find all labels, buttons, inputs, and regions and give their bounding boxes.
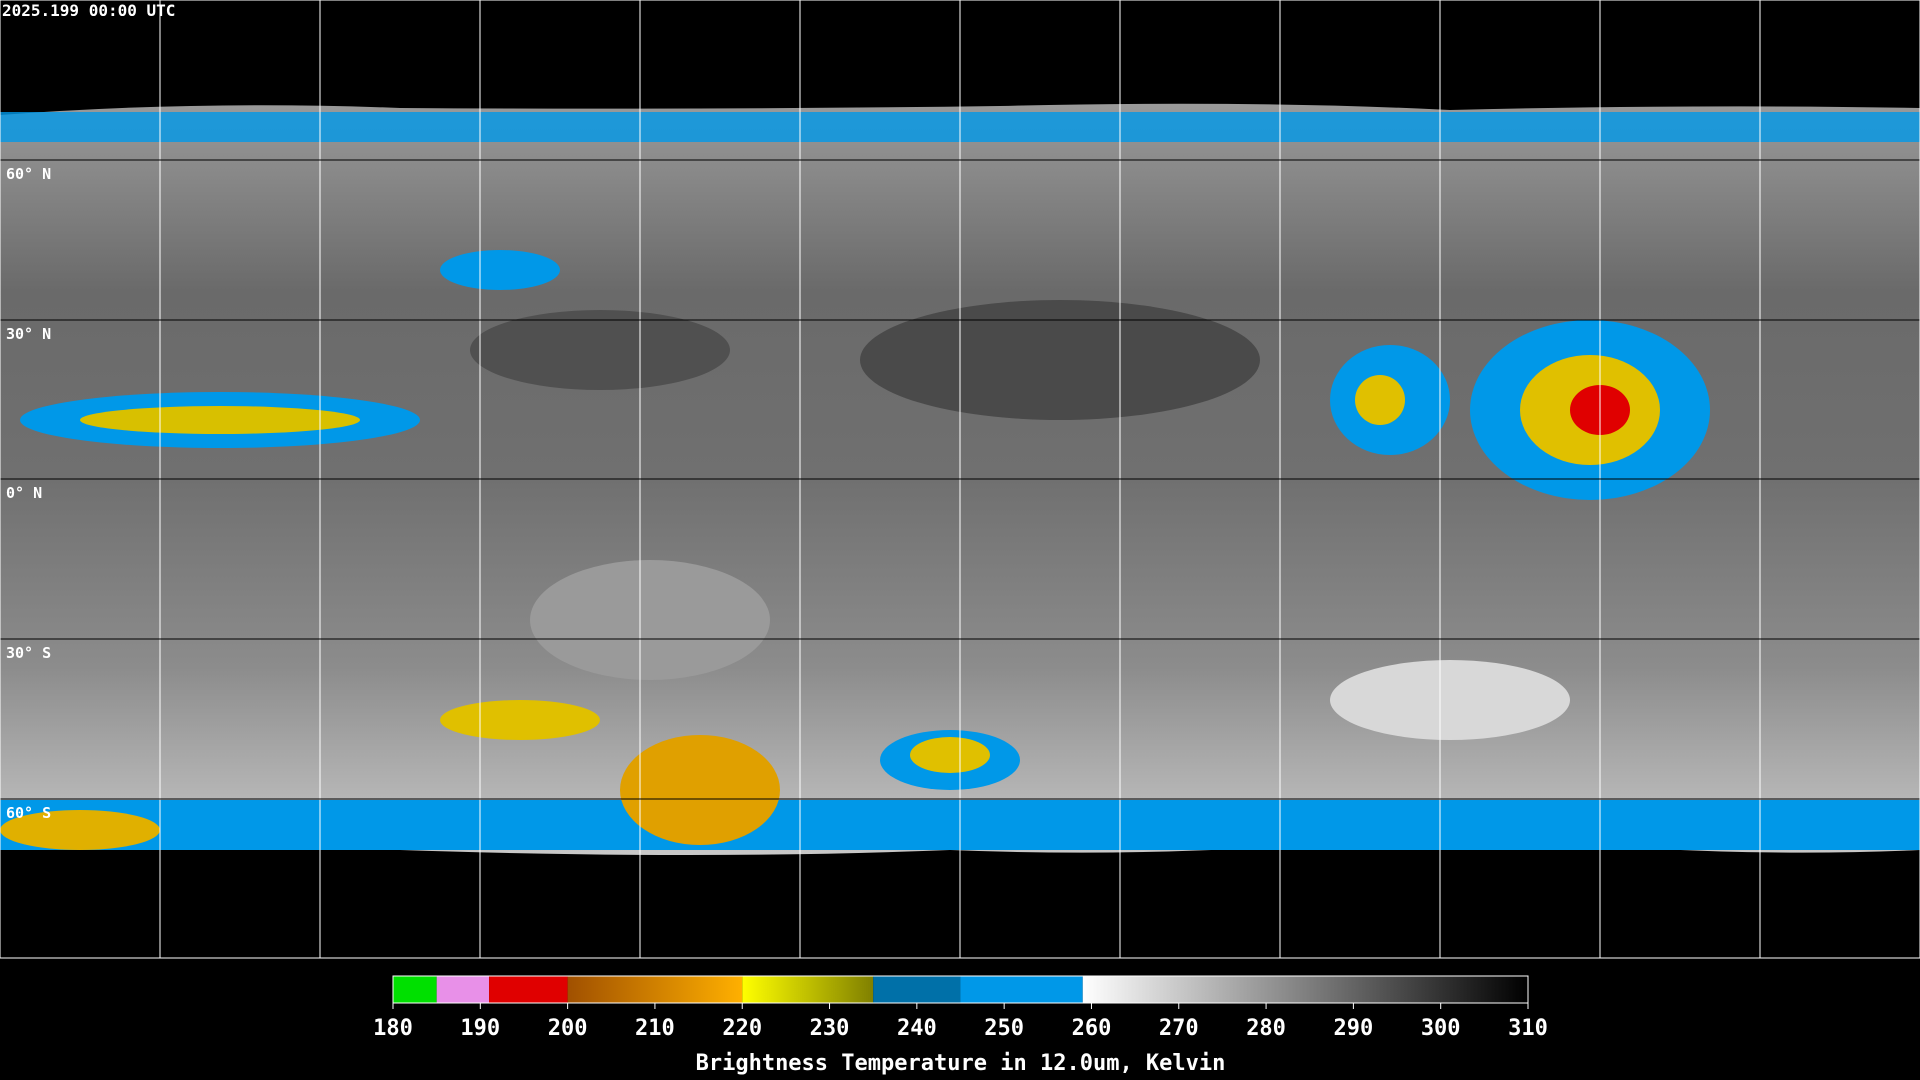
colorbar-frame [392,975,1529,1004]
colorbar-segment [567,976,743,1003]
colorbar-tick-label: 180 [373,1016,413,1041]
colorbar-tick-label: 220 [722,1016,762,1041]
colorbar-segment [873,976,961,1003]
colorbar-label: Brightness Temperature in 12.0um, Kelvin [696,1051,1226,1076]
colorbar-tick-label: 240 [897,1016,937,1041]
latitude-label: 60° S [6,804,51,822]
colorbar-tick-label: 210 [635,1016,675,1041]
colorbar-tick-label: 290 [1334,1016,1374,1041]
latitude-label: 0° N [6,484,42,502]
colorbar-tick-label: 310 [1508,1016,1548,1041]
colorbar-tick-label: 270 [1159,1016,1199,1041]
colorbar-tick-label: 280 [1246,1016,1286,1041]
colorbar-tick-label: 200 [548,1016,588,1041]
colorbar-segment [393,976,437,1003]
colorbar-segment [742,976,874,1003]
colorbar: 180 190 200 210 220 230 240 250 260 270 280 290 300 3… [373,975,1548,1076]
colorbar-tick-label: 250 [984,1016,1024,1041]
colorbar-segment [489,976,568,1003]
latitude-label: 30° N [6,325,51,343]
timestamp: 2025.199 00:00 UTC [2,1,175,20]
colorbar-tick-label: 190 [460,1016,500,1041]
colorbar-segment [1082,976,1528,1003]
latitude-label: 30° S [6,644,51,662]
colorbar-segment [960,976,1083,1003]
colorbar-tick-label: 260 [1072,1016,1112,1041]
lat-lon-grid [159,0,1761,958]
colorbar-segment [436,976,490,1003]
colorbar-tick-label: 300 [1421,1016,1461,1041]
latitude-label: 60° N [6,165,51,183]
map-frame [0,0,1920,959]
latitude-labels: 60° N 30° N 0° N 30° S 60° S [6,165,51,822]
colorbar-tick-label: 230 [810,1016,850,1041]
